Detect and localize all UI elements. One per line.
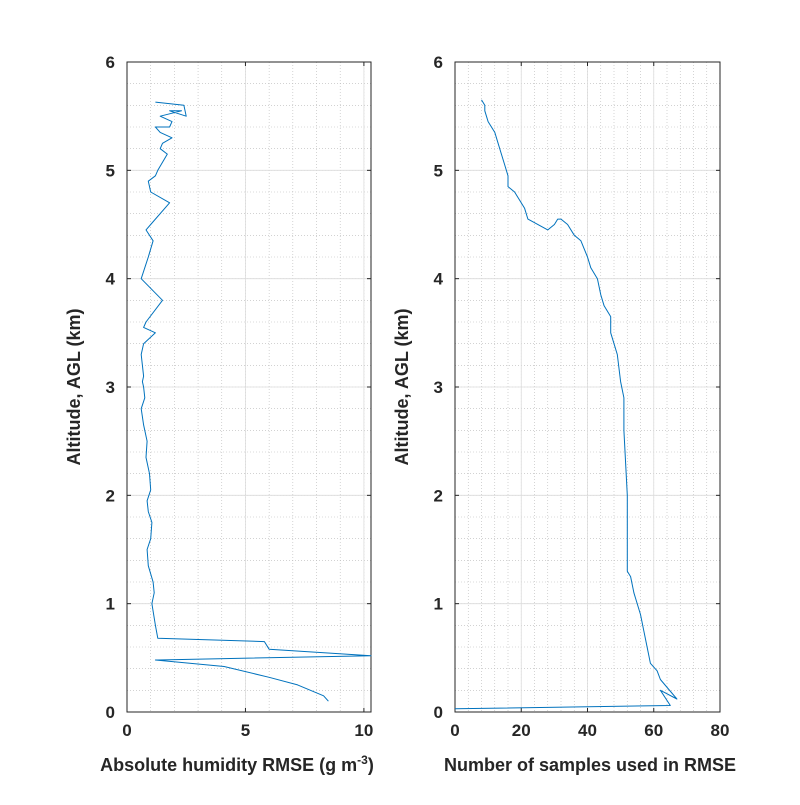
tick-labels: 0 20 40 60 80 0 1 2 3 4 5 6 — [434, 53, 730, 740]
series-group — [454, 99, 678, 710]
x-tick-label: 20 — [512, 721, 531, 740]
series-line — [140, 101, 372, 702]
ticks — [126, 61, 371, 713]
y-tick-label: 4 — [434, 270, 444, 289]
x-tick-label: 60 — [644, 721, 663, 740]
y-tick-label: 6 — [434, 53, 443, 72]
y-tick-label: 0 — [106, 703, 115, 722]
y-tick-label: 3 — [434, 378, 443, 397]
y-axis-label: Altitude, AGL (km) — [392, 308, 412, 465]
y-tick-label: 6 — [106, 53, 115, 72]
x-axis-label-main: Absolute humidity RMSE (g m — [100, 755, 357, 775]
humidity-rmse-panel: 0 5 10 0 1 2 3 4 5 6 Altitude, AGL (km) Absolute … — [64, 53, 374, 775]
x-tick-label: 5 — [241, 721, 250, 740]
x-tick-label: 80 — [711, 721, 730, 740]
ticks — [454, 61, 721, 713]
tick-labels: 0 5 10 0 1 2 3 4 5 6 — [106, 53, 374, 740]
x-tick-label: 0 — [122, 721, 131, 740]
y-tick-label: 3 — [106, 378, 115, 397]
x-axis-label: Number of samples used in RMSE — [444, 755, 736, 775]
y-axis-label: Altitude, AGL (km) — [64, 308, 84, 465]
x-axis-label-suffix: ) — [368, 755, 374, 775]
x-axis-label: Absolute humidity RMSE (g m-3) — [100, 753, 374, 775]
y-tick-label: 5 — [106, 161, 115, 180]
y-tick-label: 2 — [434, 486, 443, 505]
sample-count-panel: 0 20 40 60 80 0 1 2 3 4 5 6 Altitude, AGL (km) Numb… — [392, 53, 736, 775]
x-tick-label: 0 — [450, 721, 459, 740]
series-group — [140, 101, 372, 702]
x-axis-label-superscript: -3 — [357, 753, 368, 767]
y-tick-label: 1 — [106, 595, 115, 614]
y-tick-label: 5 — [434, 161, 443, 180]
y-tick-label: 2 — [106, 486, 115, 505]
y-tick-label: 0 — [434, 703, 443, 722]
x-tick-label: 10 — [354, 721, 373, 740]
y-tick-label: 1 — [434, 595, 443, 614]
x-tick-label: 40 — [578, 721, 597, 740]
series-line — [454, 99, 678, 710]
y-tick-label: 4 — [106, 270, 116, 289]
